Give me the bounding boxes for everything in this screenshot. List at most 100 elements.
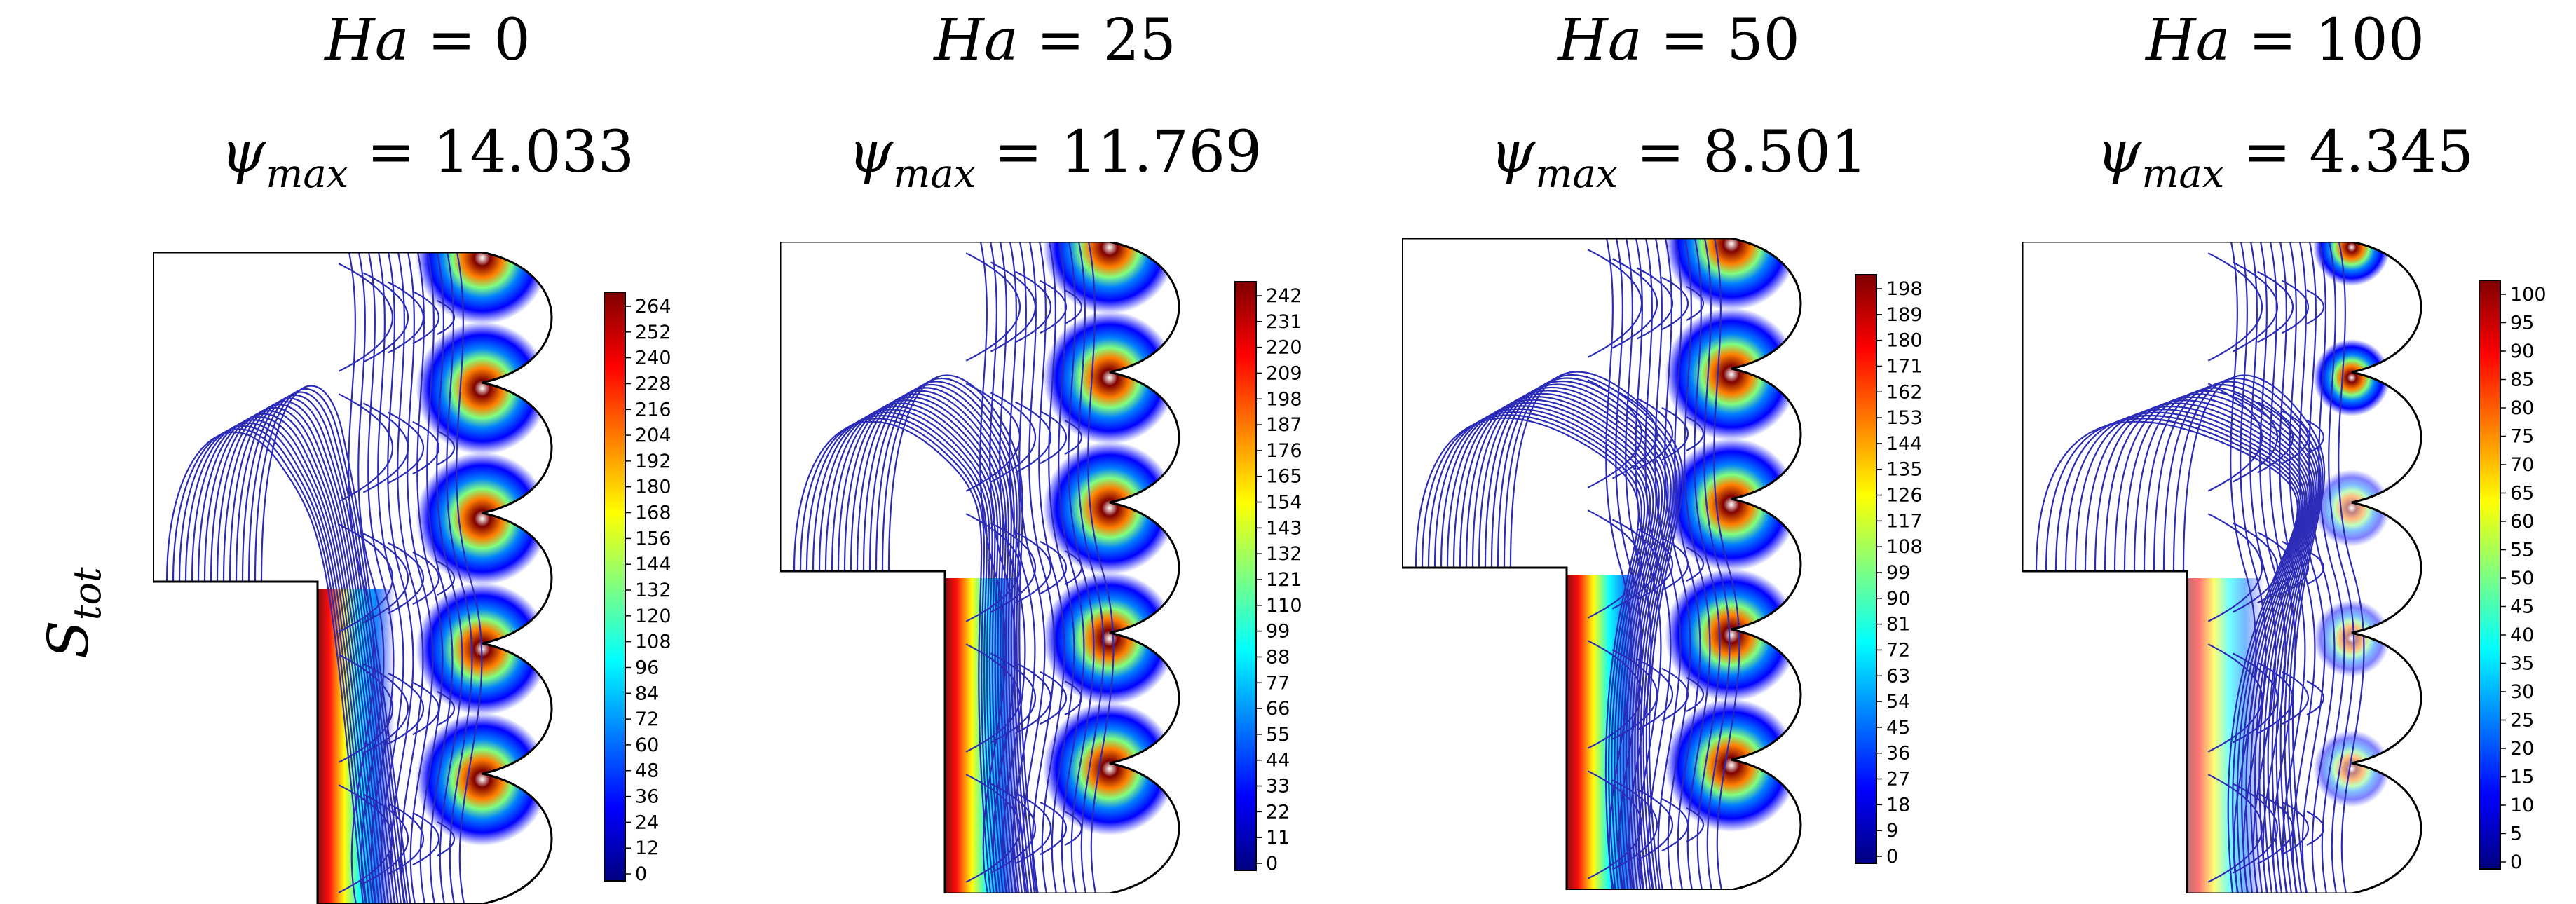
colorbar-tick-label: 90 bbox=[2510, 341, 2534, 362]
colorbar-tick-label: 95 bbox=[2510, 313, 2534, 334]
colorbar-tick-label: 10 bbox=[2510, 795, 2534, 816]
colorbar-tick-label: 33 bbox=[1266, 776, 1290, 797]
contour-line bbox=[2207, 383, 2263, 492]
colorbar-tick-label: 242 bbox=[1266, 285, 1302, 307]
colorbar-gradient bbox=[1234, 281, 1257, 871]
colorbar-gradient bbox=[2479, 280, 2501, 870]
contour-line bbox=[1452, 399, 1657, 890]
contour-line bbox=[1686, 416, 1705, 451]
contour-line bbox=[1038, 242, 1065, 893]
hot-spot bbox=[2313, 730, 2390, 807]
contour-line bbox=[172, 428, 367, 904]
colorbar-tick-label: 180 bbox=[635, 477, 672, 498]
colorbar-tick-label: 117 bbox=[1886, 510, 1923, 532]
colorbar-tick-label: 60 bbox=[2510, 511, 2534, 533]
contour-line bbox=[1421, 414, 1642, 890]
contour-line bbox=[1605, 238, 1633, 890]
contour-line bbox=[1087, 242, 1115, 893]
contour-line bbox=[990, 652, 1037, 744]
contour-line bbox=[412, 290, 440, 345]
colorbar-tick-label: 75 bbox=[2510, 426, 2534, 448]
ha-heading: Ha = 50 bbox=[1363, 7, 1994, 74]
colorbar-tick-label: 44 bbox=[1266, 750, 1290, 772]
hot-spot bbox=[2313, 339, 2390, 416]
colorbar: 2422312202091981871761651541431321211109… bbox=[1234, 281, 1302, 875]
contour-line bbox=[2282, 410, 2310, 465]
contour-line bbox=[1661, 276, 1689, 331]
contour-line bbox=[357, 252, 385, 904]
colorbar-tick-label: 143 bbox=[1266, 517, 1302, 539]
contour-line bbox=[388, 411, 425, 484]
psi-subscript: max bbox=[893, 151, 976, 197]
contour-line bbox=[338, 654, 393, 763]
contour-line bbox=[1694, 238, 1721, 890]
colorbar-tick-label: 50 bbox=[2510, 568, 2534, 589]
contour-line bbox=[197, 416, 380, 904]
colorbar-tick-label: 90 bbox=[1886, 588, 1910, 610]
colorbar-tick-label: 153 bbox=[1886, 407, 1923, 429]
psi-heading: ψmax = 11.769 bbox=[740, 119, 1370, 197]
psi-subscript: max bbox=[1535, 151, 1618, 197]
contour-line bbox=[1635, 238, 1662, 890]
colorbar-tick-label: 132 bbox=[635, 580, 672, 601]
contour-line bbox=[1625, 238, 1652, 890]
contour-line bbox=[881, 378, 1036, 893]
colorbar-tick-label: 55 bbox=[1266, 724, 1290, 746]
colorbar-tick-label: 72 bbox=[1886, 639, 1910, 661]
contour-line bbox=[1587, 379, 1642, 488]
colorbar-tick-label: 189 bbox=[1886, 304, 1923, 326]
colorbar-tick-label: 66 bbox=[1266, 698, 1290, 720]
colorbar-tick-label: 0 bbox=[2510, 851, 2522, 873]
contour-line bbox=[824, 405, 1007, 893]
psi-subscript: max bbox=[266, 151, 349, 197]
contour-line bbox=[2074, 409, 2305, 893]
contour-line bbox=[388, 802, 425, 875]
hot-spot bbox=[416, 322, 549, 455]
contour-line bbox=[229, 400, 396, 904]
colorbar-tick-label: 180 bbox=[1886, 330, 1923, 352]
contour-line bbox=[437, 821, 456, 856]
colorbar-tick-label: 120 bbox=[635, 605, 672, 627]
contour-line bbox=[1611, 519, 1658, 610]
heated-wall-band bbox=[2187, 578, 2264, 893]
hot-spot bbox=[1043, 242, 1176, 314]
contour-line bbox=[2282, 540, 2310, 595]
contour-line bbox=[203, 413, 383, 904]
cavity-outline bbox=[2022, 242, 2422, 893]
contour-line bbox=[887, 374, 1039, 893]
colorbar-tick-label: 132 bbox=[1266, 543, 1302, 565]
contour-line bbox=[2172, 378, 2324, 893]
hot-spot bbox=[416, 452, 549, 585]
colorbar-tick-label: 198 bbox=[1886, 278, 1923, 300]
colorbar-tick-label: 108 bbox=[1886, 536, 1923, 558]
contour-line bbox=[1654, 238, 1682, 890]
contour-line bbox=[2257, 662, 2294, 734]
contour-line bbox=[2282, 801, 2310, 856]
ha-heading: Ha = 0 bbox=[112, 7, 743, 74]
contour-line bbox=[1015, 792, 1052, 865]
contour-line bbox=[2232, 652, 2279, 744]
contour-line bbox=[1015, 531, 1052, 604]
contour-line bbox=[979, 242, 1007, 893]
contour-line bbox=[412, 681, 440, 736]
row-label-subscript: tot bbox=[65, 567, 109, 620]
contour-line bbox=[1064, 289, 1083, 324]
contour-line bbox=[437, 430, 456, 465]
colorbar-tick-label: 0 bbox=[1266, 853, 1278, 875]
colorbar-tick-label: 11 bbox=[1266, 827, 1290, 849]
colorbar-gradient bbox=[1855, 274, 1877, 864]
contour-line bbox=[1015, 270, 1052, 343]
contour-line bbox=[2249, 242, 2277, 893]
contour-line bbox=[793, 420, 992, 893]
contour-line bbox=[2143, 387, 2318, 893]
contour-line bbox=[1684, 238, 1711, 890]
colorbar-tick-label: 108 bbox=[635, 631, 672, 653]
contour-line bbox=[1064, 420, 1083, 455]
panel-ha-100: Ha = 100 ψmax = 4.345 100 95 90 85 80 75 70 65 6… bbox=[1970, 0, 2576, 903]
contour-line bbox=[1664, 238, 1691, 890]
colorbar-tick-label: 12 bbox=[635, 837, 659, 859]
contour-line bbox=[1478, 386, 1669, 890]
hot-spot bbox=[1043, 572, 1176, 705]
colorbar-tick-label: 176 bbox=[1266, 440, 1302, 462]
colorbar-tick-label: 96 bbox=[635, 657, 659, 678]
